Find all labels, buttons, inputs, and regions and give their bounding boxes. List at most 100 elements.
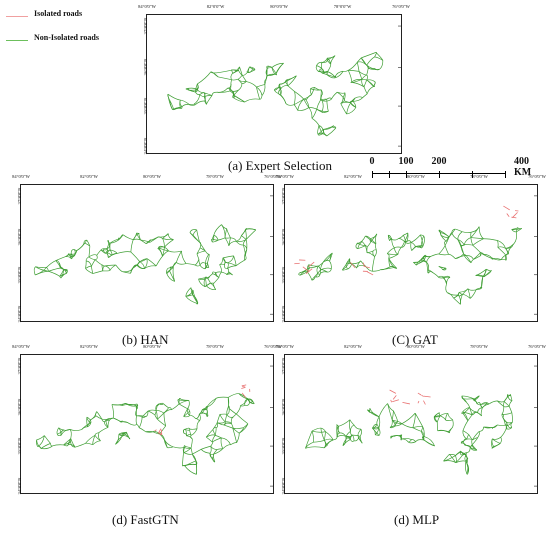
road-segment	[420, 426, 423, 432]
road-segment	[178, 399, 189, 401]
road-segment	[467, 288, 471, 299]
isolated-road-swatch	[6, 16, 28, 17]
road-segment	[188, 104, 195, 106]
road-segment	[164, 239, 174, 248]
road-segment	[380, 267, 394, 270]
road-segment	[133, 238, 141, 241]
road-segment	[189, 229, 197, 233]
road-segment	[451, 419, 454, 429]
road-segment	[355, 243, 358, 250]
road-segment	[354, 96, 363, 99]
road-segment	[166, 270, 170, 274]
road-segment	[162, 238, 165, 248]
isolated-road-segment	[390, 399, 393, 403]
road-segment	[245, 229, 257, 240]
road-segment	[230, 442, 237, 446]
road-segment	[106, 417, 114, 420]
road-segment	[166, 267, 174, 274]
longitude-label: 84°0'0"W	[276, 174, 294, 179]
road-segment	[331, 126, 336, 129]
road-segment	[101, 418, 105, 423]
road-segment	[117, 251, 131, 254]
road-segment	[320, 428, 325, 441]
road-segment	[199, 94, 205, 98]
road-segment	[247, 66, 251, 73]
road-segment	[244, 401, 251, 406]
road-segment	[213, 234, 219, 241]
road-segment	[405, 241, 412, 244]
road-segment	[317, 125, 320, 135]
road-segment	[88, 254, 97, 258]
road-segment	[221, 437, 231, 445]
panel-caption: (b) HAN	[122, 332, 169, 347]
road-segment	[446, 277, 451, 284]
road-segment	[391, 239, 395, 248]
road-segment	[213, 454, 216, 463]
map-panel-mlp: 84°0'0"W 82°0'0"W 80°0'0"W 78°0'0"W 76°0'0"W…	[276, 344, 546, 494]
road-segment	[123, 431, 127, 436]
road-segment	[499, 437, 502, 444]
road-segment	[153, 430, 160, 435]
road-segment	[470, 259, 474, 263]
road-segment	[109, 238, 120, 244]
road-segment	[324, 431, 326, 441]
legend-label-isolated: Isolated roads	[34, 9, 83, 18]
road-segment	[320, 89, 322, 101]
isolated-road-segment	[417, 392, 422, 396]
road-segment	[412, 427, 422, 432]
road-segment	[440, 415, 446, 421]
isolated-road-segment	[308, 261, 315, 268]
road-segment	[131, 264, 138, 271]
road-segment	[213, 69, 232, 74]
road-segment	[394, 246, 402, 249]
road-segment	[205, 253, 210, 264]
road-segment	[94, 435, 101, 442]
road-segment	[192, 290, 199, 304]
road-segment	[76, 239, 88, 251]
longitude-label: 82°0'0"W	[80, 174, 98, 179]
road-segment	[294, 91, 304, 100]
road-segment	[462, 395, 474, 399]
scale-label-400: 400 KM	[514, 156, 532, 178]
road-segment	[501, 258, 506, 261]
road-segment	[357, 435, 363, 444]
road-segment	[238, 83, 243, 91]
road-segment	[145, 239, 152, 244]
road-segment	[256, 86, 261, 100]
road-segment	[464, 461, 468, 475]
road-segment	[213, 449, 218, 455]
road-segment	[415, 439, 424, 442]
road-segment	[325, 431, 334, 441]
road-segment	[190, 428, 198, 436]
longitude-label: 76°0'0"W	[264, 174, 282, 179]
road-segment	[184, 427, 191, 430]
road-segment	[453, 294, 459, 299]
road-segment	[443, 276, 451, 279]
road-segment	[492, 436, 501, 440]
road-segment	[471, 437, 478, 446]
road-segment	[75, 443, 86, 448]
road-segment	[227, 397, 230, 409]
road-segment	[149, 236, 159, 243]
road-segment	[239, 423, 249, 434]
isolated-road-segment	[157, 428, 162, 434]
road-segment	[200, 449, 211, 454]
road-segment	[393, 247, 399, 255]
road-segment	[192, 453, 197, 465]
road-segment	[345, 434, 353, 438]
road-segment	[321, 100, 324, 113]
road-segment	[389, 420, 393, 428]
road-segment	[120, 421, 130, 424]
road-segment	[178, 398, 180, 404]
road-segment	[66, 270, 68, 274]
road-segment	[508, 400, 513, 407]
road-segment	[464, 244, 473, 246]
road-segment	[440, 235, 447, 242]
road-segment	[242, 71, 248, 76]
road-segment	[244, 399, 248, 406]
road-segment	[366, 64, 370, 69]
road-segment	[308, 107, 313, 119]
road-segment	[366, 252, 375, 257]
road-segment	[233, 255, 237, 266]
road-segment	[196, 420, 200, 429]
